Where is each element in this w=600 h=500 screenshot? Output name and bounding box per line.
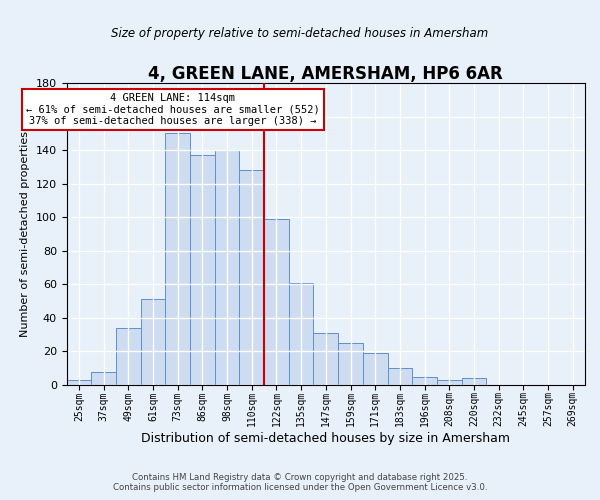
Bar	[116, 328, 141, 385]
Bar	[289, 282, 313, 385]
Bar	[215, 150, 239, 385]
Text: Size of property relative to semi-detached houses in Amersham: Size of property relative to semi-detach…	[112, 28, 488, 40]
Bar	[437, 380, 461, 385]
Bar	[190, 155, 215, 385]
Bar	[91, 372, 116, 385]
Bar	[141, 300, 166, 385]
Bar	[388, 368, 412, 385]
X-axis label: Distribution of semi-detached houses by size in Amersham: Distribution of semi-detached houses by …	[142, 432, 511, 445]
Y-axis label: Number of semi-detached properties: Number of semi-detached properties	[20, 131, 30, 337]
Bar	[264, 219, 289, 385]
Bar	[412, 376, 437, 385]
Bar	[313, 333, 338, 385]
Title: 4, GREEN LANE, AMERSHAM, HP6 6AR: 4, GREEN LANE, AMERSHAM, HP6 6AR	[148, 65, 503, 83]
Bar	[338, 343, 363, 385]
Bar	[461, 378, 486, 385]
Bar	[166, 134, 190, 385]
Bar	[363, 353, 388, 385]
Text: 4 GREEN LANE: 114sqm
← 61% of semi-detached houses are smaller (552)
37% of semi: 4 GREEN LANE: 114sqm ← 61% of semi-detac…	[26, 93, 320, 126]
Bar	[239, 170, 264, 385]
Bar	[67, 380, 91, 385]
Text: Contains HM Land Registry data © Crown copyright and database right 2025.
Contai: Contains HM Land Registry data © Crown c…	[113, 473, 487, 492]
